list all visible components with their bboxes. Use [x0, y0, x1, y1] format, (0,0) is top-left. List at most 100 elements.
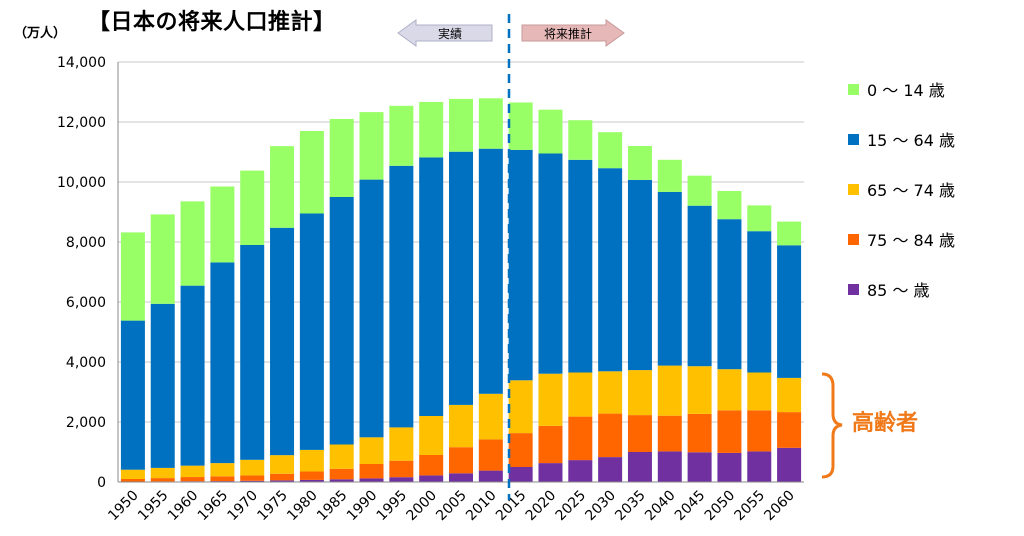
legend-label: 75 ～ 84 歳	[867, 231, 955, 250]
x-tick-label: 1965	[195, 488, 232, 525]
bar-segment	[210, 262, 235, 464]
bar-segment	[747, 372, 772, 411]
bar-segment	[717, 452, 742, 482]
bar-segment	[568, 460, 593, 482]
legend-swatch	[848, 283, 859, 295]
bar-segment	[240, 475, 265, 481]
x-tick-label: 2060	[761, 488, 798, 525]
forecast-arrow-label: 将来推計	[544, 26, 592, 41]
y-tick-label: 12,000	[57, 115, 106, 131]
bar-segment	[508, 102, 533, 150]
bar-segment	[359, 437, 384, 464]
elderly-bracket	[821, 372, 843, 479]
bar-segment	[598, 371, 623, 414]
x-tick-label: 1985	[314, 488, 351, 525]
bar-segment	[627, 370, 652, 416]
bar-segment	[627, 146, 652, 180]
chart-title: 【日本の将来人口推計】	[88, 10, 336, 35]
legend-item-age-15-64: 15 ～ 64 歳	[848, 128, 955, 150]
bar-segment	[389, 477, 414, 482]
forecast-arrow-shape	[521, 19, 625, 47]
x-tick-label: 1955	[135, 488, 172, 525]
legend-swatch	[848, 133, 859, 145]
x-tick-label: 1970	[225, 488, 262, 525]
bar-segment	[478, 98, 503, 149]
bar-segment	[180, 201, 205, 286]
x-tick-label: 2040	[642, 488, 679, 525]
bar-segment	[120, 320, 145, 470]
bar-segment	[538, 109, 563, 154]
bar-segment	[299, 479, 324, 482]
bar-segment	[598, 457, 623, 482]
bar-segment	[299, 471, 324, 480]
bar-segment	[120, 232, 145, 321]
bar-segment	[568, 416, 593, 461]
x-tick-label: 1975	[254, 488, 291, 525]
bar-segment	[240, 245, 265, 460]
legend-swatch	[848, 233, 859, 245]
bar-segment	[508, 433, 533, 467]
y-tick-label: 2,000	[66, 415, 106, 431]
bar-segment	[240, 459, 265, 476]
x-tick-label: 1990	[344, 488, 381, 525]
bar-segment	[150, 303, 175, 468]
elderly-label: 高齢者	[852, 411, 919, 436]
bar-segment	[478, 393, 503, 440]
bar-segment	[508, 149, 533, 381]
bar-segment	[419, 101, 444, 158]
bar-segment	[449, 98, 473, 152]
bar-segment	[150, 467, 175, 479]
bar-segment	[329, 468, 354, 480]
bar-segment	[359, 179, 384, 438]
bar-segment	[449, 447, 473, 474]
bar-segment	[449, 404, 473, 448]
y-axis-unit: （万人）	[14, 26, 67, 41]
legend-label: 15 ～ 64 歳	[867, 131, 955, 150]
x-tick-label: 2045	[672, 488, 709, 525]
bar-segment	[299, 449, 324, 472]
bar-segment	[449, 151, 473, 405]
bar-segment	[598, 168, 623, 372]
bar-segment	[538, 463, 563, 482]
bar-segment	[270, 227, 295, 456]
bar-segment	[210, 476, 235, 482]
bar-segment	[747, 451, 772, 482]
bar-segment	[389, 427, 414, 461]
bar-segment	[747, 205, 772, 232]
x-tick-label: 1960	[165, 488, 202, 525]
bar-segment	[777, 221, 802, 246]
bar-segment	[627, 452, 652, 482]
bar-segment	[478, 439, 503, 471]
bar-segment	[627, 415, 652, 452]
bar-segment	[419, 455, 444, 476]
legend-item-age-0-14: 0 ～ 14 歳	[848, 78, 945, 100]
legend-item-age-75-84: 75 ～ 84 歳	[848, 228, 955, 250]
bar-segment	[747, 410, 772, 452]
bar-segment	[329, 444, 354, 469]
stacked-bars	[120, 98, 802, 482]
y-tick-label: 14,000	[57, 55, 106, 71]
bar-segment	[568, 120, 593, 160]
legend-item-age-65-74: 65 ～ 74 歳	[848, 178, 955, 200]
x-tick-label: 2005	[433, 488, 470, 525]
x-tick-label: 1995	[374, 488, 411, 525]
bar-segment	[329, 119, 354, 197]
bar-segment	[717, 191, 742, 220]
y-tick-labels: 0 2,000 4,000 6,000 8,000 10,000 12,000 14,000	[57, 55, 106, 491]
bar-segment	[478, 470, 503, 482]
legend-label: 85 ～ 歳	[867, 281, 930, 300]
bar-segment	[598, 132, 623, 169]
bar-segment	[478, 148, 503, 394]
bar-segment	[568, 159, 593, 373]
bar-segment	[270, 146, 295, 228]
bar-segment	[777, 377, 802, 413]
x-tick-label: 2055	[732, 488, 769, 525]
bar-segment	[180, 477, 205, 482]
bar-segment	[389, 460, 414, 478]
bar-segment	[270, 473, 295, 481]
bar-segment	[538, 373, 563, 426]
x-tick-label: 2000	[403, 488, 440, 525]
bar-segment	[389, 165, 414, 428]
axes	[117, 62, 804, 483]
